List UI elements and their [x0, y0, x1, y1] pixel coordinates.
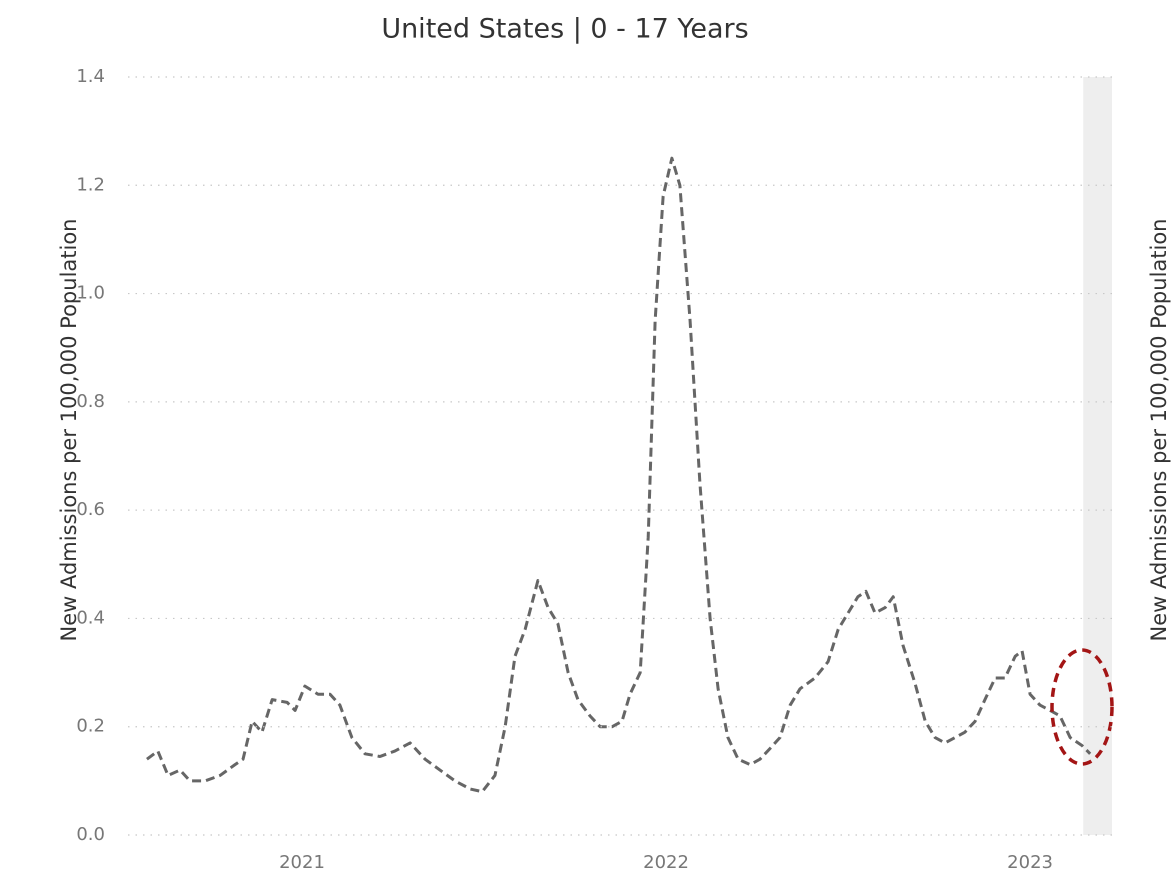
x-tick-label: 2023 — [1007, 852, 1053, 873]
y-tick-label: 0.2 — [76, 716, 105, 737]
chart-title: United States | 0 - 17 Years — [381, 14, 748, 45]
x-tick-label: 2022 — [643, 852, 689, 873]
y-tick-label: 0.0 — [76, 824, 105, 845]
data-line — [146, 156, 1092, 794]
shaded-region — [1083, 77, 1112, 835]
y-tick-label: 1.2 — [76, 174, 105, 195]
highlight-ellipse — [1050, 648, 1114, 766]
y-axis-label: New Admissions per 100,000 Population — [57, 219, 81, 642]
y-tick-label: 1.0 — [76, 283, 105, 304]
y-tick-label: 0.6 — [76, 499, 105, 520]
y2-axis-label: New Admissions per 100,000 Population — [1147, 219, 1171, 642]
y-tick-label: 0.8 — [76, 391, 105, 412]
y-tick-label: 0.4 — [76, 607, 105, 628]
y-tick-label: 1.4 — [76, 66, 105, 87]
x-tick-label: 2021 — [279, 852, 325, 873]
